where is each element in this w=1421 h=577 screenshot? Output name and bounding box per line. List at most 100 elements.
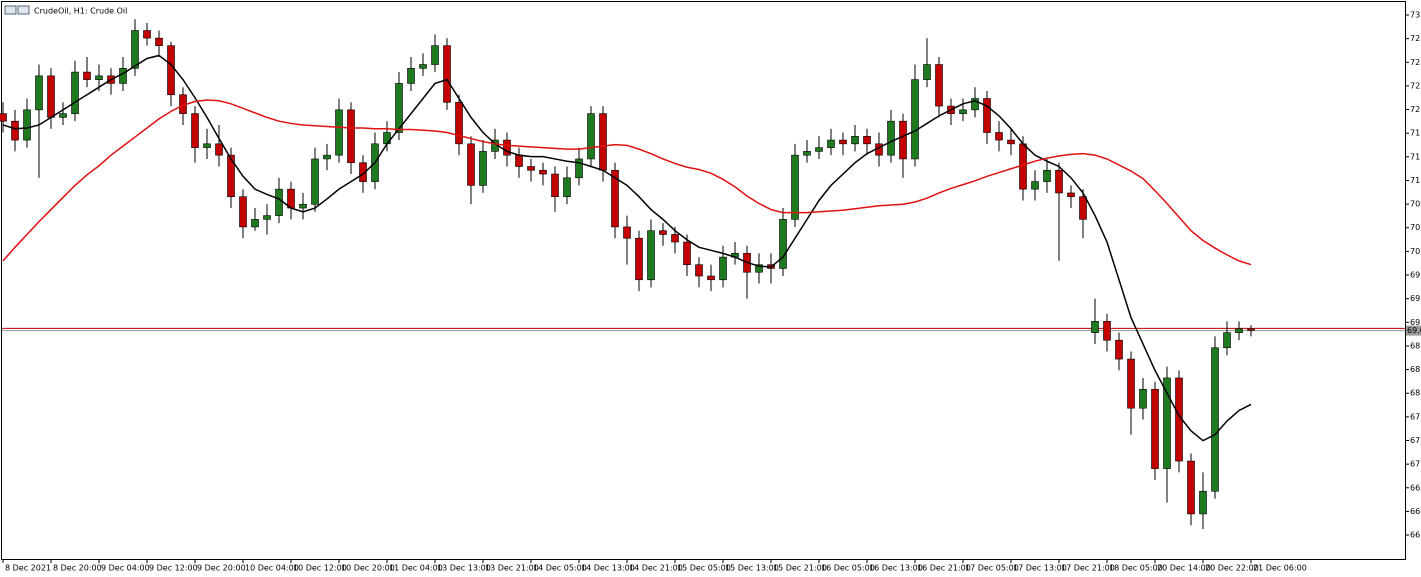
candle-body xyxy=(503,139,511,156)
x-tick-label: 14 Dec 21:00 xyxy=(629,564,683,573)
x-tick-label: 8 Dec 2021 xyxy=(5,564,51,573)
x-tick-label: 11 Dec 04:00 xyxy=(389,564,443,573)
candle-body xyxy=(143,30,151,39)
candle-body xyxy=(443,45,451,103)
candle-body xyxy=(71,71,79,114)
candle-body xyxy=(167,45,175,96)
candle-body xyxy=(1235,328,1243,333)
x-tick-label: 10 Dec 12:00 xyxy=(293,564,347,573)
window-icon xyxy=(4,5,17,15)
candle-body xyxy=(383,132,391,145)
candle-body xyxy=(335,109,343,156)
candle-body xyxy=(611,169,619,228)
candle-body xyxy=(1067,192,1075,198)
chart-title: CrudeOil, H1: Crude Oil xyxy=(34,7,127,16)
plot-frame xyxy=(1,1,1406,560)
x-tick-label: 13 Dec 13:00 xyxy=(437,564,491,573)
y-tick-label: 69.187 xyxy=(1410,318,1421,327)
x-tick-label: 17 Dec 21:00 xyxy=(1061,564,1115,573)
x-tick-label: 15 Dec 13:00 xyxy=(725,564,779,573)
y-tick-label: 72.004 xyxy=(1410,105,1421,114)
candle-body xyxy=(1079,196,1087,220)
candle-body xyxy=(599,113,607,171)
candle-body xyxy=(131,30,139,69)
candle-body xyxy=(419,64,427,69)
y-tick-label: 69.813 xyxy=(1410,271,1421,280)
x-tick-label: 16 Dec 13:00 xyxy=(869,564,923,573)
candle-body xyxy=(407,68,415,84)
candle-body xyxy=(431,45,439,65)
candle-body xyxy=(263,215,271,220)
candle-body xyxy=(899,120,907,160)
candle-body xyxy=(863,135,871,145)
x-tick-label: 9 Dec 04:00 xyxy=(101,564,150,573)
x-tick-label: 9 Dec 12:00 xyxy=(149,564,198,573)
y-tick-label: 73.256 xyxy=(1410,10,1421,19)
bid-label: 69.077 xyxy=(1407,326,1421,335)
y-tick-label: 72.630 xyxy=(1410,58,1421,67)
x-tick-label: 20 Dec 14:00 xyxy=(1157,564,1211,573)
candle-body xyxy=(455,101,463,145)
y-tick-label: 68.248 xyxy=(1410,389,1421,398)
candle-body xyxy=(971,98,979,111)
x-tick-label: 14 Dec 05:00 xyxy=(533,564,587,573)
y-tick-label: 68.561 xyxy=(1410,365,1421,374)
candle-body xyxy=(839,139,847,145)
y-tick-label: 72.317 xyxy=(1410,81,1421,90)
candle-body xyxy=(479,151,487,186)
candle-body xyxy=(995,132,1003,141)
y-tick-label: 67.622 xyxy=(1410,436,1421,445)
x-tick-label: 10 Dec 04:00 xyxy=(245,564,299,573)
candle-body xyxy=(347,109,355,164)
candle-body xyxy=(275,188,283,216)
candle-body xyxy=(1139,388,1147,409)
candle-body xyxy=(227,154,235,198)
x-tick-label: 15 Dec 21:00 xyxy=(773,564,827,573)
candle-body xyxy=(1211,347,1219,492)
candle-body xyxy=(563,177,571,198)
candle-body xyxy=(35,75,43,111)
candle-body xyxy=(851,135,859,145)
candle-body xyxy=(215,143,223,156)
candle-body xyxy=(1247,328,1255,331)
candle-body xyxy=(11,120,19,141)
y-tick-label: 70.126 xyxy=(1410,247,1421,256)
window-icon xyxy=(17,5,30,15)
candle-body xyxy=(1007,139,1015,145)
x-tick-label: 16 Dec 05:00 xyxy=(821,564,875,573)
candle-body xyxy=(299,203,307,209)
candle-body xyxy=(911,79,919,160)
candle-body xyxy=(1031,181,1039,190)
candle-body xyxy=(287,188,295,209)
y-tick-label: 70.439 xyxy=(1410,223,1421,232)
candle-body xyxy=(155,37,163,46)
candle-body xyxy=(755,264,763,273)
candle-body xyxy=(815,147,823,152)
x-tick-label: 18 Dec 05:00 xyxy=(1109,564,1163,573)
candle-body xyxy=(695,264,703,277)
candle-body xyxy=(1127,358,1135,409)
candle-body xyxy=(1103,321,1111,341)
candle-body xyxy=(575,158,583,179)
x-tick-label: 17 Dec 13:00 xyxy=(1013,564,1067,573)
candle-body xyxy=(1091,321,1099,333)
candle-body xyxy=(983,98,991,133)
candle-body xyxy=(515,154,523,167)
y-tick-label: 69.500 xyxy=(1410,294,1421,303)
candle-body xyxy=(587,113,595,160)
candle-body xyxy=(191,113,199,148)
x-tick-label: 17 Dec 05:00 xyxy=(965,564,1019,573)
y-tick-label: 67.309 xyxy=(1410,460,1421,469)
candle-body xyxy=(527,166,535,171)
candle-body xyxy=(95,75,103,80)
y-tick-label: 66.370 xyxy=(1410,531,1421,540)
candle-body xyxy=(59,113,67,118)
x-tick-label: 14 Dec 13:00 xyxy=(581,564,635,573)
x-tick-label: 10 Dec 20:00 xyxy=(341,564,395,573)
candle-body xyxy=(683,241,691,265)
candle-body xyxy=(1055,169,1063,194)
y-tick-label: 67.935 xyxy=(1410,412,1421,421)
candle-body xyxy=(791,154,799,220)
